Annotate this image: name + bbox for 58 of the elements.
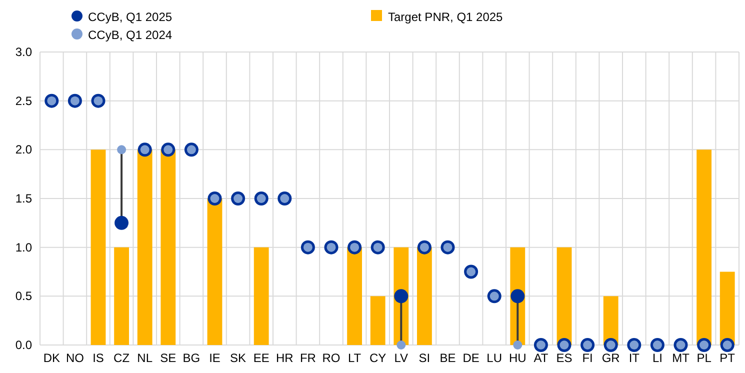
point [510,289,525,304]
point [117,145,126,154]
bar [370,296,386,345]
x-tick-label: SK [230,351,246,365]
x-tick-label: GR [602,351,620,365]
x-tick-label: SI [418,351,430,365]
bar [114,247,130,345]
y-tick-label: 1.5 [15,192,32,206]
x-tick-label: LT [348,351,362,365]
legend-label: Target PNR, Q1 2025 [388,10,504,24]
y-tick-label: 2.5 [15,94,32,108]
legend-label: CCyB, Q1 2024 [88,28,172,42]
x-tick-label: EE [253,351,270,365]
x-tick-label: LI [652,351,662,365]
point [396,340,406,350]
x-tick-label: MT [672,351,690,365]
x-tick-label: LV [394,351,408,365]
bar [416,247,432,345]
x-tick-label: AT [534,351,549,365]
x-tick-label: PT [720,351,736,365]
bar [556,247,572,345]
bar [207,198,222,345]
point [394,289,408,304]
x-tick-label: NL [137,351,153,365]
x-tick-label: FI [582,351,593,365]
x-tick-label: RO [322,351,340,365]
x-tick-label: IT [628,351,640,365]
bar [720,272,735,345]
x-tick-label: HR [276,351,294,365]
bar [90,150,106,345]
x-tick-label: CZ [114,351,130,365]
x-tick-label: PL [696,351,712,365]
y-tick-label: 0.0 [15,338,32,352]
x-tick-label: HU [508,351,526,365]
legend-label: CCyB, Q1 2025 [88,10,172,24]
bar [696,150,712,345]
point [513,340,522,350]
x-tick-label: BG [182,351,200,365]
x-tick-label: FR [300,351,316,365]
x-tick-label: DE [462,351,480,365]
y-tick-label: 0.5 [15,289,32,304]
x-tick-label: DK [43,351,60,365]
x-tick-label: SE [160,351,176,365]
x-tick-label: IS [92,351,104,365]
y-tick-label: 2.0 [15,142,32,157]
x-tick-label: NO [66,351,84,365]
x-tick-label: CY [370,351,386,365]
bar [160,150,176,345]
x-tick-label: IE [209,351,220,365]
x-tick-label: LU [486,351,502,365]
bar [254,247,269,345]
y-tick-label: 1.0 [15,240,32,254]
bar [347,247,362,345]
point [114,216,129,230]
bar [137,150,152,345]
x-tick-label: BE [440,351,456,365]
x-tick-label: ES [556,351,572,365]
y-tick-label: 3.0 [15,45,32,59]
